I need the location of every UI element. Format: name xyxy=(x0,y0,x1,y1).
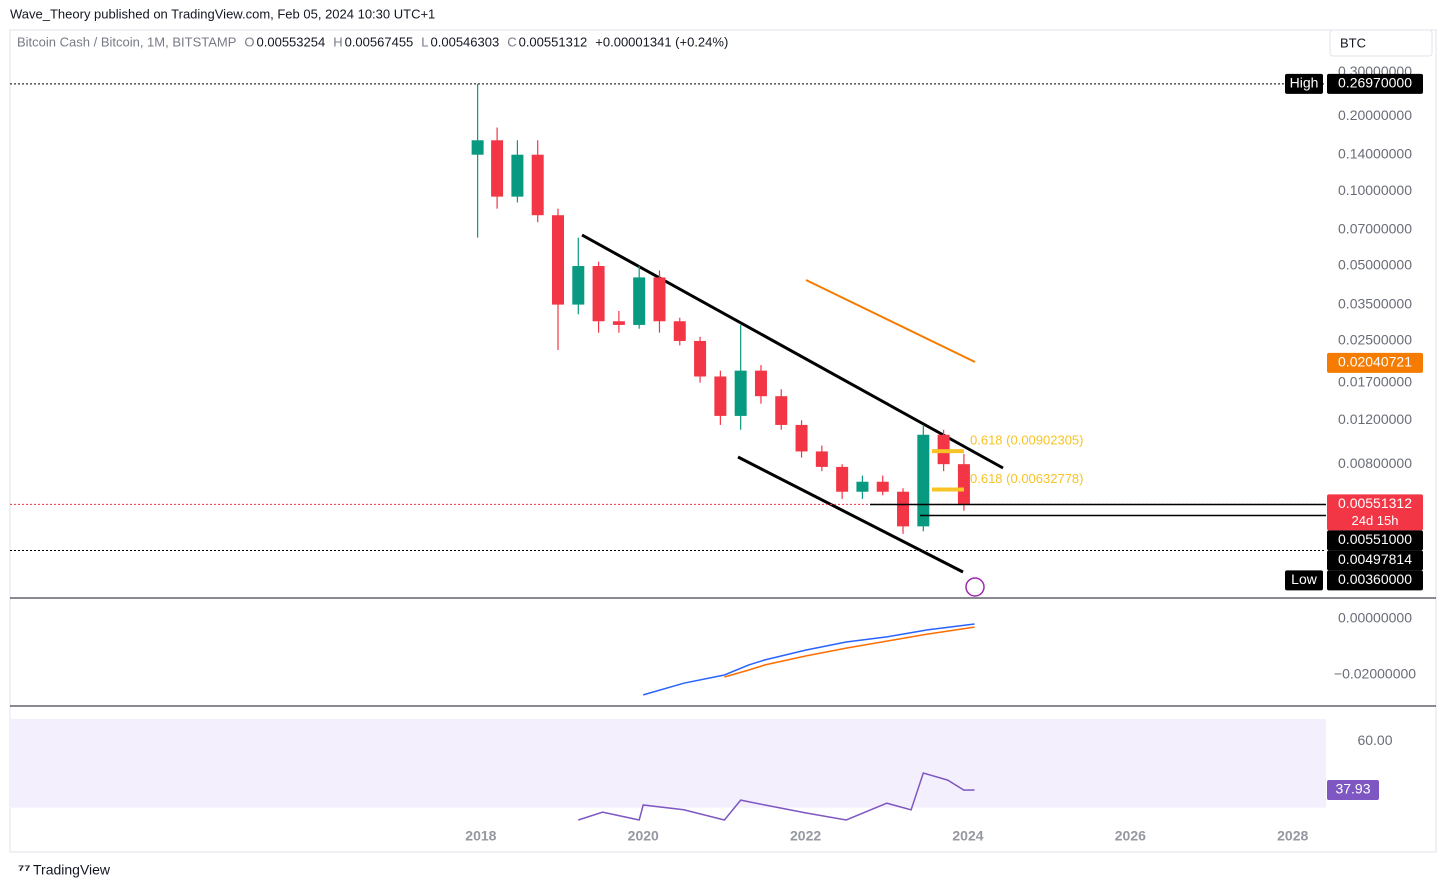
price-label-box xyxy=(1327,352,1423,373)
candle-body xyxy=(551,215,564,305)
candle-body xyxy=(491,140,504,197)
candle-body xyxy=(673,321,686,341)
last-value-label: 37.93 xyxy=(1335,781,1370,797)
candle-body xyxy=(836,466,849,492)
candle-body xyxy=(531,154,544,216)
symbol: Bitcoin Cash / Bitcoin, 1M, BITSTAMP xyxy=(17,34,236,49)
candle-body xyxy=(775,396,788,425)
candle-body xyxy=(795,424,808,452)
frame xyxy=(9,29,1437,853)
y-tick-label: 0.02500000 xyxy=(1338,332,1412,348)
fib-label: 0.618 (0.00632778) xyxy=(970,471,1083,486)
publisher: Wave_Theory published on TradingView.com… xyxy=(10,6,435,21)
x-tick-label: 2028 xyxy=(1277,828,1308,844)
candle-body xyxy=(734,370,747,416)
price-label-box xyxy=(1327,550,1423,571)
ohlc-key: C xyxy=(507,34,516,49)
price-label: 0.00551000 xyxy=(1338,531,1412,547)
y-tick-label: 0.01700000 xyxy=(1338,373,1412,389)
candle-body xyxy=(653,277,666,322)
price-tag-box xyxy=(1285,570,1323,591)
price-tag-box xyxy=(1285,73,1323,94)
candle-body xyxy=(592,266,605,322)
trend-line xyxy=(737,455,964,574)
indicator-line xyxy=(724,626,975,678)
x-tick-label: 2020 xyxy=(628,828,659,844)
ohlc-value: 0.00553254 xyxy=(257,34,326,49)
logo-mark: ⁷⁷ xyxy=(18,862,30,879)
y-tick-label: 0.03500000 xyxy=(1338,295,1412,311)
candle-body xyxy=(714,376,727,416)
price-label: 0.02040721 xyxy=(1338,354,1412,370)
ohlc-value: 0.00546303 xyxy=(431,34,500,49)
candle-body xyxy=(471,140,484,155)
alert-icon[interactable] xyxy=(965,577,985,597)
indicator-line xyxy=(642,623,975,696)
candle-body xyxy=(572,266,585,305)
y-tick-label: −0.02000000 xyxy=(1334,666,1416,682)
x-tick-label: 2026 xyxy=(1115,828,1146,844)
candle-body xyxy=(815,451,828,467)
last-value-box xyxy=(1327,780,1379,801)
price-label-box xyxy=(1327,570,1423,591)
y-tick-label: 0.01200000 xyxy=(1338,411,1412,427)
price-tag: Low xyxy=(1291,571,1318,587)
ohlc-value: 0.00551312 xyxy=(519,34,588,49)
fib-level xyxy=(932,449,964,454)
ohlc-key: H xyxy=(333,34,342,49)
ohlc-key: L xyxy=(421,34,428,49)
y-tick-label: 0.07000000 xyxy=(1338,220,1412,236)
x-tick-label: 2024 xyxy=(952,828,983,844)
ohlc-key: O xyxy=(244,34,254,49)
price-label-box xyxy=(1327,530,1423,551)
y-tick-label: 0.00000000 xyxy=(1338,610,1412,626)
candle-body xyxy=(897,491,910,527)
fib-level xyxy=(932,487,964,492)
price-label: 0.26970000 xyxy=(1338,75,1412,91)
candle-body xyxy=(876,481,889,492)
x-tick-label: 2022 xyxy=(790,828,821,844)
price-label: 0.00360000 xyxy=(1338,571,1412,587)
x-tick-label: 2018 xyxy=(465,828,496,844)
y-tick-label: 0.05000000 xyxy=(1338,257,1412,273)
candle-body xyxy=(511,154,524,197)
trend-line xyxy=(581,233,1004,470)
candle-body xyxy=(754,370,767,397)
currency[interactable]: BTC xyxy=(1340,35,1366,50)
currency-button[interactable] xyxy=(1329,29,1433,57)
price-label: 0.00497814 xyxy=(1338,551,1412,567)
y-tick-label: 0.20000000 xyxy=(1338,107,1412,123)
moving-average xyxy=(805,279,976,363)
ohlc-value: 0.00567455 xyxy=(345,34,414,49)
candle-body xyxy=(957,464,970,505)
candle-body xyxy=(694,340,707,377)
price-label: 0.00551312 xyxy=(1338,495,1412,511)
y-tick-label: 0.10000000 xyxy=(1338,182,1412,198)
price-tag: High xyxy=(1290,75,1319,91)
candle-body xyxy=(856,481,869,492)
y-tick-label: 0.14000000 xyxy=(1338,145,1412,161)
change: +0.00001341 (+0.24%) xyxy=(595,34,728,49)
rsi-band xyxy=(10,718,1326,808)
fib-label: 0.618 (0.00902305) xyxy=(970,433,1083,448)
candle-body xyxy=(917,434,930,527)
candle-body xyxy=(633,277,646,325)
indicator-line xyxy=(578,772,975,821)
y-tick-label: 60.00 xyxy=(1357,732,1392,748)
countdown: 24d 15h xyxy=(1352,513,1399,528)
candle-body xyxy=(612,321,625,325)
footer-brand: TradingView xyxy=(33,862,111,878)
price-label-box xyxy=(1327,73,1423,94)
y-tick-label: 0.00800000 xyxy=(1338,455,1412,471)
price-label-box xyxy=(1327,494,1423,531)
